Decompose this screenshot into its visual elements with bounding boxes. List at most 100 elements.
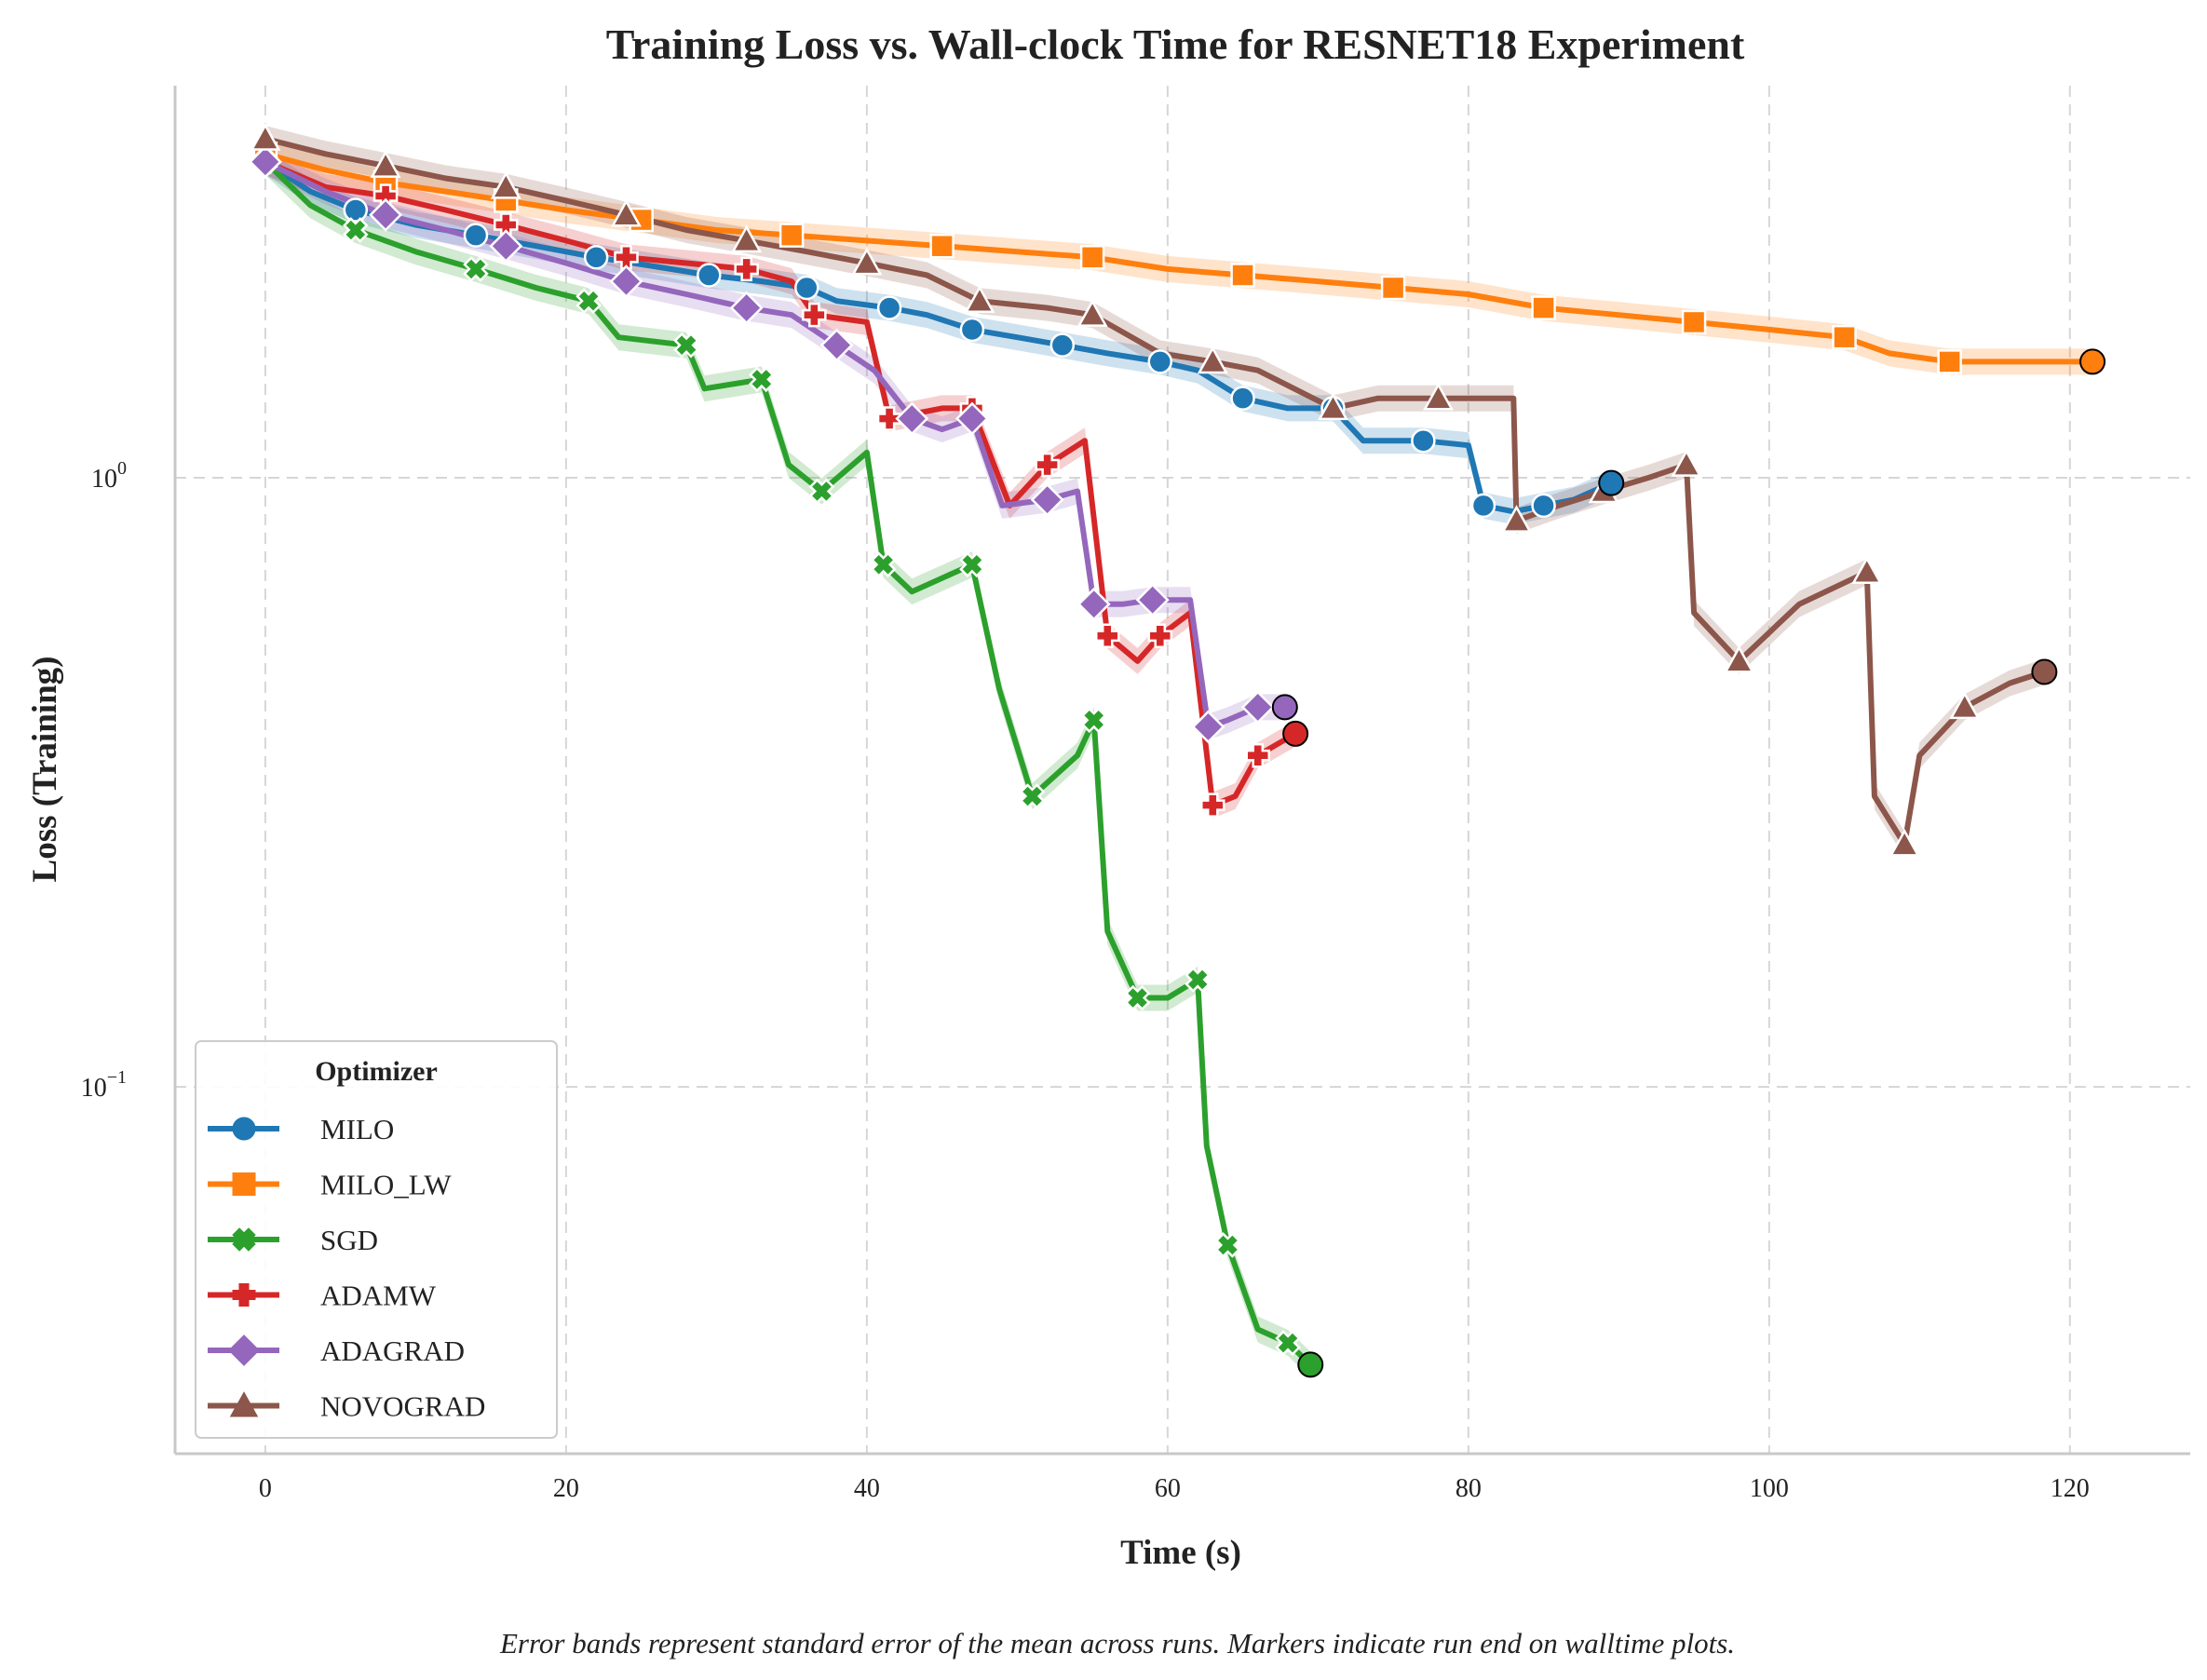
legend-box [195, 1040, 558, 1439]
data-point-sgd [673, 332, 699, 359]
run-end-marker-adagrad [1271, 694, 1298, 721]
data-point-sgd [1124, 984, 1151, 1011]
data-point-milo [1470, 493, 1496, 519]
data-point-adagrad [1240, 690, 1275, 725]
y-tick-base: 10 [81, 1074, 107, 1103]
run-end-markers [1271, 348, 2106, 1378]
x-axis-label: Time (s) [1120, 1534, 1241, 1572]
y-tick-base: 10 [91, 465, 117, 494]
data-point-milo_lw [1531, 295, 1556, 320]
data-point-adagrad [1135, 583, 1170, 617]
data-point-novograd [1317, 392, 1349, 421]
legend-label-milo_lw: MILO_LW [320, 1169, 452, 1201]
x-tick-label: 80 [1456, 1474, 1482, 1503]
data-point-adagrad [895, 401, 929, 436]
data-point-sgd [1185, 967, 1211, 993]
data-point-milo [1531, 493, 1556, 519]
y-tick-exponent: 0 [117, 458, 127, 479]
legend: Optimizer MILO MILO_LW SGD ADAMW ADAGRAD NOVO… [195, 1040, 558, 1439]
data-point-adamw [1245, 742, 1270, 768]
data-point-sgd [342, 217, 369, 243]
data-point-adamw [1147, 623, 1173, 649]
data-point-adagrad [729, 291, 764, 325]
x-tick-label: 0 [259, 1474, 272, 1503]
data-point-sgd [808, 478, 835, 505]
chart-title: Training Loss vs. Wall-clock Time for RE… [606, 20, 1745, 68]
chart-caption: Error bands represent standard error of … [499, 1627, 1735, 1660]
data-point-adagrad [489, 229, 523, 264]
y-tick-label: 100 [91, 458, 127, 494]
data-point-sgd [870, 551, 897, 578]
legend-title: Optimizer [315, 1056, 438, 1087]
legend-label-milo: MILO [320, 1113, 394, 1145]
run-end-marker-milo [1598, 469, 1625, 496]
data-point-milo [876, 295, 902, 320]
x-tick-label: 60 [1155, 1474, 1181, 1503]
legend-label-adagrad: ADAGRAD [320, 1335, 465, 1367]
data-point-adagrad [1030, 482, 1064, 517]
series-line-milo [264, 159, 1613, 515]
data-point-sgd [575, 288, 602, 315]
data-point-sgd [959, 551, 985, 578]
data-point-novograd [731, 224, 763, 253]
data-point-adagrad [819, 328, 854, 362]
data-point-adagrad [369, 197, 403, 232]
data-point-novograd [851, 247, 883, 276]
legend-marker-milo [232, 1117, 256, 1141]
data-point-novograd [370, 150, 401, 178]
data-point-novograd [1197, 345, 1228, 374]
series-line-milo_lw [264, 151, 2092, 365]
data-point-milo [794, 275, 819, 301]
series-markers [248, 123, 1981, 1356]
y-tick-exponent: −1 [107, 1067, 127, 1088]
data-point-sgd [1080, 707, 1107, 734]
y-tick-label: 10−1 [81, 1067, 127, 1103]
data-point-novograd [1500, 505, 1533, 533]
x-tick-label: 100 [1750, 1474, 1789, 1503]
data-point-novograd [1723, 644, 1755, 673]
data-point-sgd [1275, 1330, 1301, 1356]
legend-label-sgd: SGD [320, 1224, 378, 1256]
y-axis-label: Loss (Training) [26, 657, 64, 883]
series-line-sgd [263, 159, 1313, 1367]
data-point-milo_lw [1681, 309, 1707, 335]
data-point-milo_lw [1079, 245, 1105, 270]
data-point-novograd [490, 170, 521, 199]
data-point-sgd [1214, 1232, 1241, 1258]
legend-label-novograd: NOVOGRAD [320, 1390, 485, 1423]
data-point-adamw [1035, 452, 1060, 478]
data-point-adamw [614, 245, 639, 270]
data-point-milo [1230, 386, 1255, 411]
x-tick-label: 40 [854, 1474, 880, 1503]
legend-marker-novograd [229, 1391, 259, 1417]
data-point-novograd [1889, 828, 1920, 857]
run-end-marker-adamw [1282, 720, 1309, 747]
data-point-milo_lw [1832, 324, 1857, 350]
legend-label-adamw: ADAMW [320, 1280, 437, 1312]
data-point-sgd [463, 256, 489, 282]
data-point-sgd [1019, 783, 1046, 809]
x-tick-label: 20 [553, 1474, 579, 1503]
data-point-milo [463, 223, 489, 248]
legend-marker-sgd [232, 1227, 256, 1252]
run-end-marker-milo_lw [2079, 348, 2106, 375]
data-point-adamw [1200, 793, 1225, 818]
data-point-adamw [802, 302, 827, 328]
data-point-milo [1049, 332, 1076, 358]
legend-marker-adamw [232, 1283, 256, 1307]
data-point-milo [583, 245, 609, 270]
x-tick-label: 120 [2051, 1474, 2090, 1503]
data-point-milo_lw [929, 233, 955, 259]
data-point-novograd [1671, 449, 1702, 477]
data-point-adagrad [955, 401, 989, 436]
data-point-milo_lw [779, 223, 805, 248]
data-point-milo [343, 197, 369, 223]
data-point-milo [959, 317, 985, 343]
data-point-adagrad [248, 144, 282, 179]
legend-items: MILO MILO_LW SGD ADAMW ADAGRAD NOVOGRAD [208, 1113, 485, 1423]
data-point-milo [1147, 349, 1173, 374]
data-point-adamw [1095, 623, 1120, 649]
legend-marker-adagrad [228, 1335, 260, 1366]
